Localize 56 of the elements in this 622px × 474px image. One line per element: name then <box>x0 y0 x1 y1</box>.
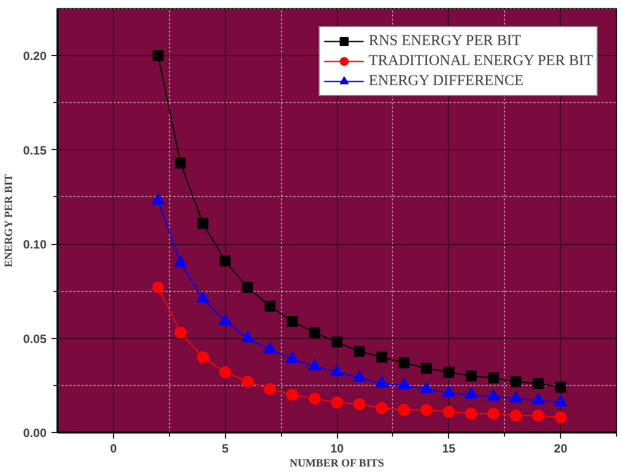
legend-label: RNS ENERGY PER BIT <box>368 32 522 50</box>
point <box>152 50 164 62</box>
point <box>308 359 322 371</box>
point <box>220 256 231 267</box>
point <box>219 366 232 378</box>
x-axis-title: NUMBER OF BITS <box>290 458 384 470</box>
point <box>398 404 410 416</box>
point <box>420 362 432 374</box>
point <box>442 406 455 418</box>
point <box>308 392 321 405</box>
point <box>152 281 164 294</box>
point <box>555 382 566 393</box>
point <box>331 396 343 408</box>
point <box>332 336 342 348</box>
point <box>443 366 454 378</box>
y-tick-label: 0.20 <box>23 49 47 64</box>
point <box>420 404 432 416</box>
point <box>488 408 500 420</box>
point <box>398 357 410 368</box>
x-tick-label: 5 <box>222 442 229 456</box>
point <box>264 383 276 396</box>
point <box>510 376 522 388</box>
x-tick-label: 0 <box>110 442 118 456</box>
point <box>286 388 298 401</box>
point <box>465 408 478 420</box>
point <box>532 410 544 422</box>
point <box>242 376 254 388</box>
point <box>532 378 544 390</box>
y-tick-label: 0.10 <box>23 238 47 252</box>
point <box>466 370 477 382</box>
point <box>286 316 298 327</box>
point <box>309 327 320 338</box>
y-axis-title: ENERGY PER BIT <box>3 173 16 268</box>
point <box>174 158 186 169</box>
point <box>353 398 366 410</box>
point <box>196 351 209 364</box>
x-tick-label: 15 <box>442 442 456 456</box>
point <box>376 352 388 363</box>
y-tick-label: 0.05 <box>23 332 47 346</box>
legend-label: ENERGY DIFFERENCE <box>368 72 524 90</box>
point <box>509 391 522 403</box>
point <box>376 402 388 414</box>
point <box>354 346 365 357</box>
point <box>263 342 276 354</box>
point <box>242 282 254 293</box>
x-tick-label: 10 <box>330 442 344 456</box>
point <box>488 372 500 384</box>
y-tick-label: 0.00 <box>23 426 47 440</box>
point <box>174 326 186 339</box>
point <box>554 411 567 424</box>
point <box>510 410 522 422</box>
legend-label: TRADITIONAL ENERGY PER BIT <box>368 52 593 70</box>
point <box>197 218 208 229</box>
y-tick-label: 0.15 <box>23 143 47 158</box>
point <box>264 300 276 312</box>
x-tick-label: 20 <box>554 442 568 456</box>
